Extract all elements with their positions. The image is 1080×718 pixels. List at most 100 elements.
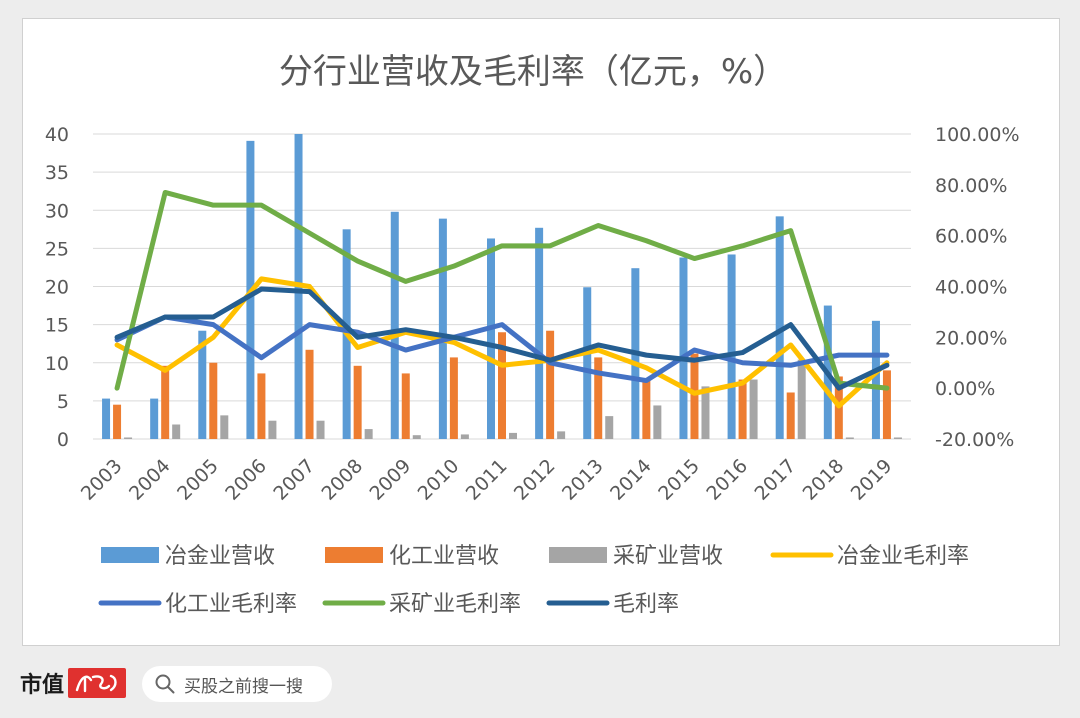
y-right-tick-label: 40.00% [935, 277, 1007, 299]
series-line [114, 286, 890, 391]
x-tick-label: 2017 [750, 455, 800, 505]
brand-name: 市值 [20, 672, 65, 698]
legend-swatch [325, 547, 383, 563]
chart-card: 0 5 10 15 20 25 30 35 40 -20.00% 0.00% 20.00% 40.00%… [22, 18, 1060, 646]
bar [653, 405, 662, 439]
series-line [114, 189, 890, 391]
x-tick-label: 2019 [847, 455, 897, 505]
x-tick-label: 2005 [173, 455, 223, 505]
legend-label: 冶金业营收 [165, 544, 275, 569]
bar [412, 435, 421, 439]
y-left-tick-label: 40 [45, 124, 69, 146]
bar [893, 437, 902, 439]
lines-layer [114, 189, 890, 409]
bar [845, 437, 854, 439]
y-left-tick-label: 0 [57, 429, 69, 451]
bar [642, 378, 651, 439]
bar [738, 379, 747, 439]
bar [583, 287, 592, 439]
bar [775, 216, 784, 439]
legend-label: 采矿业营收 [613, 544, 723, 569]
brand-logo-icon [68, 668, 127, 698]
y-left-tick-label: 30 [45, 200, 69, 222]
x-tick-label: 2012 [510, 455, 560, 505]
y-right-tick-label: 100.00% [935, 124, 1020, 146]
x-tick-label: 2015 [654, 455, 704, 505]
bar [487, 238, 495, 439]
bar [871, 320, 880, 439]
x-tick-label: 2014 [606, 455, 656, 505]
bar [268, 420, 277, 439]
x-tick-label: 2004 [125, 455, 175, 505]
x-tick-label: 2011 [462, 455, 512, 505]
bar [546, 330, 555, 439]
bar [113, 404, 122, 439]
chart-svg: 0 5 10 15 20 25 30 35 40 -20.00% 0.00% 20.00% 40.00%… [45, 52, 1020, 617]
bar [460, 434, 469, 439]
bar [438, 218, 447, 439]
bar [401, 373, 410, 439]
y-left-tick-label: 10 [45, 353, 69, 375]
bar [257, 373, 266, 439]
search-placeholder: 买股之前搜一搜 [184, 676, 303, 697]
bar [797, 359, 806, 439]
bar [701, 386, 710, 439]
bar [749, 379, 758, 439]
brand[interactable]: 市值 [20, 666, 127, 700]
y-right-tick-label: 60.00% [935, 226, 1007, 248]
bar [390, 211, 399, 439]
legend-label: 毛利率 [613, 592, 679, 617]
bar [509, 432, 517, 439]
axis-layer: 0 5 10 15 20 25 30 35 40 -20.00% 0.00% 20.00% 40.00%… [45, 124, 1020, 505]
search-icon [155, 674, 175, 694]
y-right-tick-label: 80.00% [935, 175, 1007, 197]
bar [786, 392, 795, 439]
bar [209, 362, 218, 439]
legend-label: 采矿业毛利率 [389, 592, 521, 617]
bar [150, 398, 159, 439]
series-line [114, 314, 890, 384]
bar [161, 365, 170, 439]
bar [198, 330, 207, 439]
bar [535, 227, 544, 439]
legend-swatch [549, 547, 607, 563]
x-tick-label: 2006 [221, 455, 271, 505]
y-right-tick-label: 20.00% [935, 327, 1007, 349]
legend-label: 化工业营收 [389, 544, 499, 569]
x-tick-label: 2010 [414, 455, 464, 505]
bar [102, 398, 111, 439]
y-right-tick-label: 0.00% [935, 378, 995, 400]
x-tick-label: 2009 [366, 455, 416, 505]
search-box[interactable]: 买股之前搜一搜 [142, 666, 332, 702]
bar [353, 365, 362, 439]
legend-label: 化工业毛利率 [165, 592, 297, 617]
x-tick-label: 2007 [269, 455, 319, 505]
bar [220, 415, 229, 439]
bar [124, 437, 133, 439]
bar [605, 416, 614, 439]
y-right-tick-label: -20.00% [935, 429, 1014, 451]
legend-label: 冶金业毛利率 [837, 544, 969, 569]
x-tick-label: 2003 [77, 455, 127, 505]
y-left-tick-label: 25 [45, 238, 69, 260]
x-tick-label: 2018 [799, 455, 849, 505]
bar [557, 431, 566, 439]
bar [727, 254, 736, 439]
bar [594, 357, 603, 439]
bar [679, 257, 688, 439]
bar [316, 420, 325, 439]
bar [498, 332, 506, 439]
bar [449, 357, 458, 439]
x-tick-label: 2008 [317, 455, 367, 505]
bar [882, 370, 891, 439]
y-left-tick-label: 20 [45, 277, 69, 299]
chart-title: 分行业营收及毛利率（亿元，%） [279, 52, 787, 92]
footer-bar: 市值 买股之前搜一搜 [0, 652, 1080, 718]
y-left-tick-label: 5 [57, 391, 69, 413]
legend-swatch [101, 547, 159, 563]
bar [172, 424, 181, 439]
bar [690, 353, 699, 439]
x-tick-label: 2016 [702, 455, 752, 505]
